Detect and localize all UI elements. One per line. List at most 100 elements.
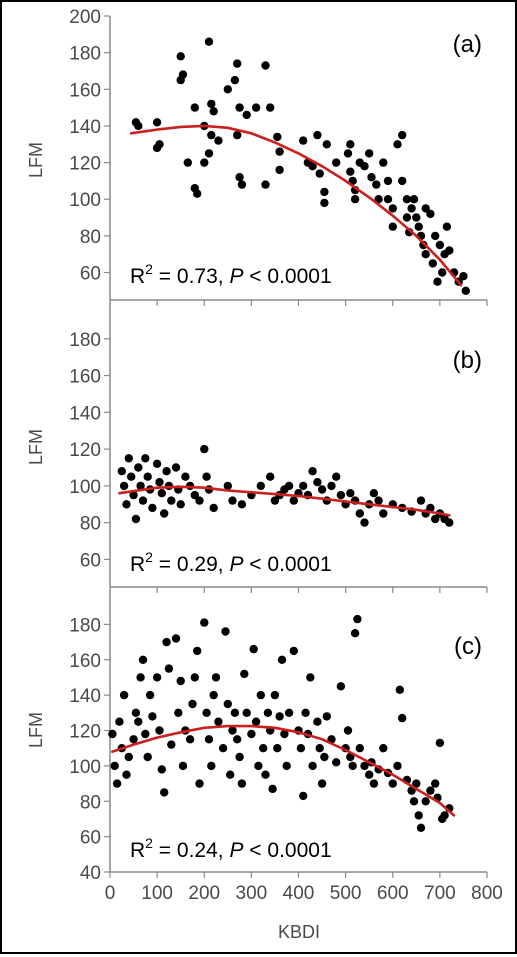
data-point xyxy=(200,158,209,167)
data-point xyxy=(261,180,270,189)
data-point xyxy=(266,103,275,112)
data-point xyxy=(122,500,131,509)
data-point xyxy=(112,779,122,788)
y-axis-label: LFM xyxy=(26,429,46,465)
data-point xyxy=(428,259,437,268)
x-tick-label: 800 xyxy=(471,883,503,904)
data-point xyxy=(461,286,470,295)
data-point xyxy=(235,752,244,762)
data-point xyxy=(275,147,284,156)
data-point xyxy=(235,173,244,182)
data-point xyxy=(200,444,209,454)
data-point xyxy=(160,788,169,797)
data-point xyxy=(134,121,143,131)
data-point xyxy=(388,204,397,213)
data-point xyxy=(421,204,430,213)
data-point xyxy=(143,472,152,481)
y-tick-label: 120 xyxy=(69,154,101,175)
x-tick-label: 400 xyxy=(283,883,315,904)
data-point xyxy=(308,467,317,476)
fit-line xyxy=(118,485,451,517)
data-point xyxy=(129,490,138,500)
data-point xyxy=(162,467,171,476)
data-point xyxy=(251,103,261,112)
data-point xyxy=(131,708,141,717)
data-point xyxy=(332,158,341,167)
data-point xyxy=(259,744,268,753)
data-point xyxy=(315,744,324,753)
data-point xyxy=(421,797,430,806)
y-tick-label: 160 xyxy=(69,367,101,388)
data-point xyxy=(379,744,388,753)
data-point xyxy=(204,37,214,46)
data-point xyxy=(412,213,421,222)
data-point xyxy=(284,481,294,491)
x-axis-title: KBDI xyxy=(278,922,320,942)
data-point xyxy=(369,779,379,788)
data-point xyxy=(223,481,232,491)
y-tick-label: 60 xyxy=(80,550,101,571)
data-point xyxy=(157,765,166,774)
y-tick-label: 40 xyxy=(80,863,101,884)
panel-label: (c) xyxy=(454,633,482,660)
data-point xyxy=(131,514,141,524)
data-point xyxy=(336,682,346,691)
data-point xyxy=(136,673,145,682)
data-point xyxy=(148,712,157,721)
data-point xyxy=(407,204,416,213)
data-point xyxy=(145,690,155,700)
data-point xyxy=(200,618,209,627)
data-point xyxy=(284,708,294,717)
data-point xyxy=(237,779,247,788)
data-point xyxy=(152,459,162,468)
y-tick-label: 160 xyxy=(69,651,101,672)
data-point xyxy=(193,646,202,656)
data-point xyxy=(188,699,197,709)
data-point xyxy=(277,655,287,664)
data-point xyxy=(369,489,379,498)
data-point xyxy=(350,195,360,204)
data-point xyxy=(263,708,273,717)
data-point xyxy=(209,107,218,116)
panel-label: (a) xyxy=(453,31,482,58)
data-point xyxy=(221,627,230,636)
data-point xyxy=(202,472,211,481)
data-point xyxy=(289,496,298,505)
data-point xyxy=(178,761,188,771)
data-point xyxy=(127,472,136,481)
data-point xyxy=(138,496,148,505)
data-point xyxy=(218,744,228,753)
data-point xyxy=(273,744,282,753)
data-point xyxy=(299,481,308,491)
data-point xyxy=(249,644,258,654)
data-point xyxy=(308,761,317,771)
data-point xyxy=(419,240,428,250)
x-tick-label: 500 xyxy=(330,883,362,904)
data-point xyxy=(282,761,291,771)
y-tick-label: 60 xyxy=(80,828,101,849)
stat-annotation: R2 = 0.73, P < 0.0001 xyxy=(130,261,332,288)
data-point xyxy=(261,61,270,70)
y-tick-label: 140 xyxy=(69,403,101,424)
data-point xyxy=(214,717,223,726)
data-point xyxy=(256,690,265,700)
data-point xyxy=(409,195,419,204)
data-point xyxy=(176,52,185,61)
data-point xyxy=(108,729,117,739)
data-point xyxy=(129,735,138,744)
y-tick-label: 100 xyxy=(69,757,101,778)
data-point xyxy=(247,729,256,739)
data-point xyxy=(207,130,216,140)
data-point xyxy=(360,761,369,771)
data-point xyxy=(268,784,277,794)
data-point xyxy=(301,708,310,717)
panel-label: (b) xyxy=(453,347,482,374)
data-point xyxy=(211,673,221,682)
data-point xyxy=(367,173,376,182)
data-point xyxy=(152,118,162,127)
data-point xyxy=(306,673,315,682)
data-point xyxy=(433,277,442,286)
data-point xyxy=(388,779,397,788)
